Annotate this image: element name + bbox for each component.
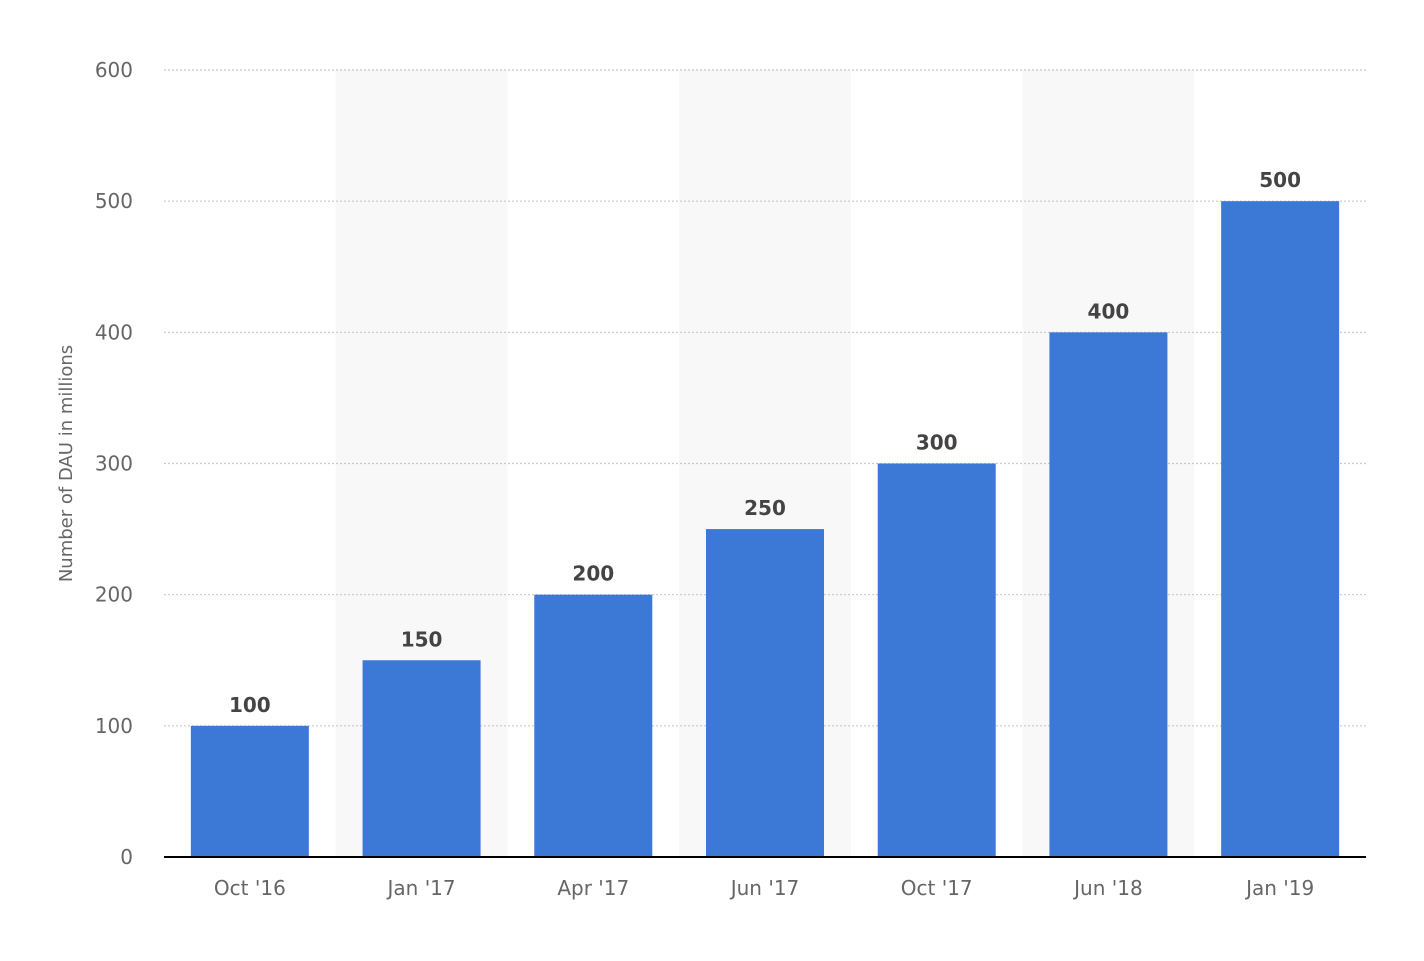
y-tick-label: 300 [95,452,133,476]
bar [1221,201,1340,857]
x-tick-label: Jan '17 [386,876,456,900]
bar [362,660,481,857]
data-label: 100 [229,693,271,717]
y-axis-tick-labels: 0 100 200 300 400 500 600 [95,58,133,869]
bar [534,594,653,857]
y-tick-label: 0 [120,845,133,869]
bars [190,201,1340,857]
data-labels: 100 150 200 250 300 400 500 [229,168,1301,717]
bar [190,725,309,857]
bar [877,463,996,857]
x-tick-label: Oct '17 [901,876,973,900]
y-tick-label: 400 [95,320,133,344]
x-tick-label: Jun '18 [1072,876,1143,900]
data-label: 150 [401,627,443,651]
y-tick-label: 100 [95,714,133,738]
x-axis-tick-labels: Oct '16 Jan '17 Apr '17 Jun '17 Oct '17 Jun '… [214,876,1314,900]
y-tick-label: 600 [95,58,133,82]
x-tick-label: Apr '17 [557,876,629,900]
x-tick-label: Jan '19 [1244,876,1314,900]
x-tick-label: Oct '16 [214,876,286,900]
y-tick-label: 200 [95,583,133,607]
data-label: 250 [744,496,786,520]
data-label: 400 [1088,299,1130,323]
x-tick-label: Jun '17 [729,876,800,900]
data-label: 500 [1259,168,1301,192]
y-axis-title: Number of DAU in millions [56,345,77,582]
y-tick-label: 500 [95,189,133,213]
bar [706,529,824,857]
bar [1049,332,1168,857]
data-label: 200 [572,562,614,586]
data-label: 300 [916,431,958,455]
